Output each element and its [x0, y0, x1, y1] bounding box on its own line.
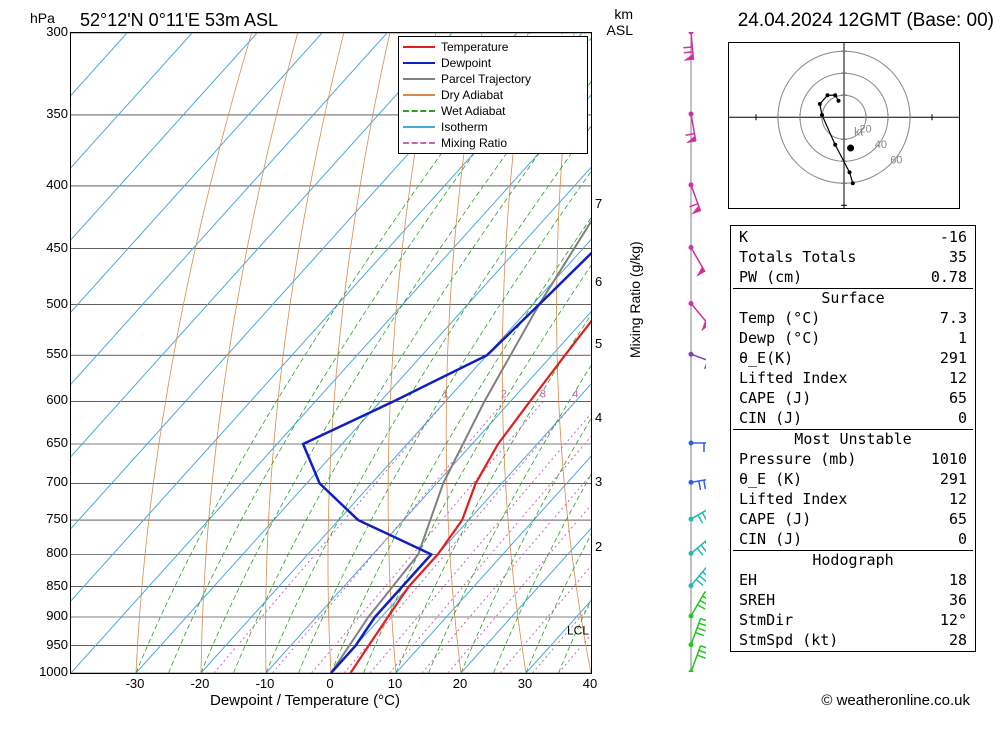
xlabel: Dewpoint / Temperature (°C)	[210, 692, 400, 709]
legend: TemperatureDewpointParcel TrajectoryDry …	[398, 36, 588, 154]
svg-text:3: 3	[540, 388, 546, 400]
legend-row: Wet Adiabat	[403, 103, 583, 119]
legend-row: Dewpoint	[403, 55, 583, 71]
svg-text:40: 40	[875, 139, 887, 151]
legend-row: Temperature	[403, 39, 583, 55]
legend-row: Mixing Ratio	[403, 135, 583, 151]
legend-row: Parcel Trajectory	[403, 71, 583, 87]
legend-row: Dry Adiabat	[403, 87, 583, 103]
svg-text:LCL: LCL	[567, 623, 589, 637]
svg-text:2: 2	[501, 388, 507, 400]
wind-barb-column	[676, 32, 706, 672]
svg-text:1: 1	[442, 388, 448, 400]
svg-text:kt: kt	[854, 124, 864, 138]
legend-row: Isotherm	[403, 119, 583, 135]
title-left: 52°12'N 0°11'E 53m ASL	[80, 10, 278, 31]
svg-text:60: 60	[890, 154, 902, 166]
hodograph-plot: 204060kt	[728, 42, 960, 209]
svg-text:4: 4	[572, 388, 578, 400]
title-right: 24.04.2024 12GMT (Base: 00)	[738, 10, 994, 32]
ylabel-right: km ASL	[595, 6, 633, 38]
indices-table: K-16Totals Totals35PW (cm)0.78SurfaceTem…	[730, 225, 976, 652]
copyright: © weatheronline.co.uk	[821, 692, 970, 709]
mixing-ratio-label: Mixing Ratio (g/kg)	[627, 241, 643, 358]
